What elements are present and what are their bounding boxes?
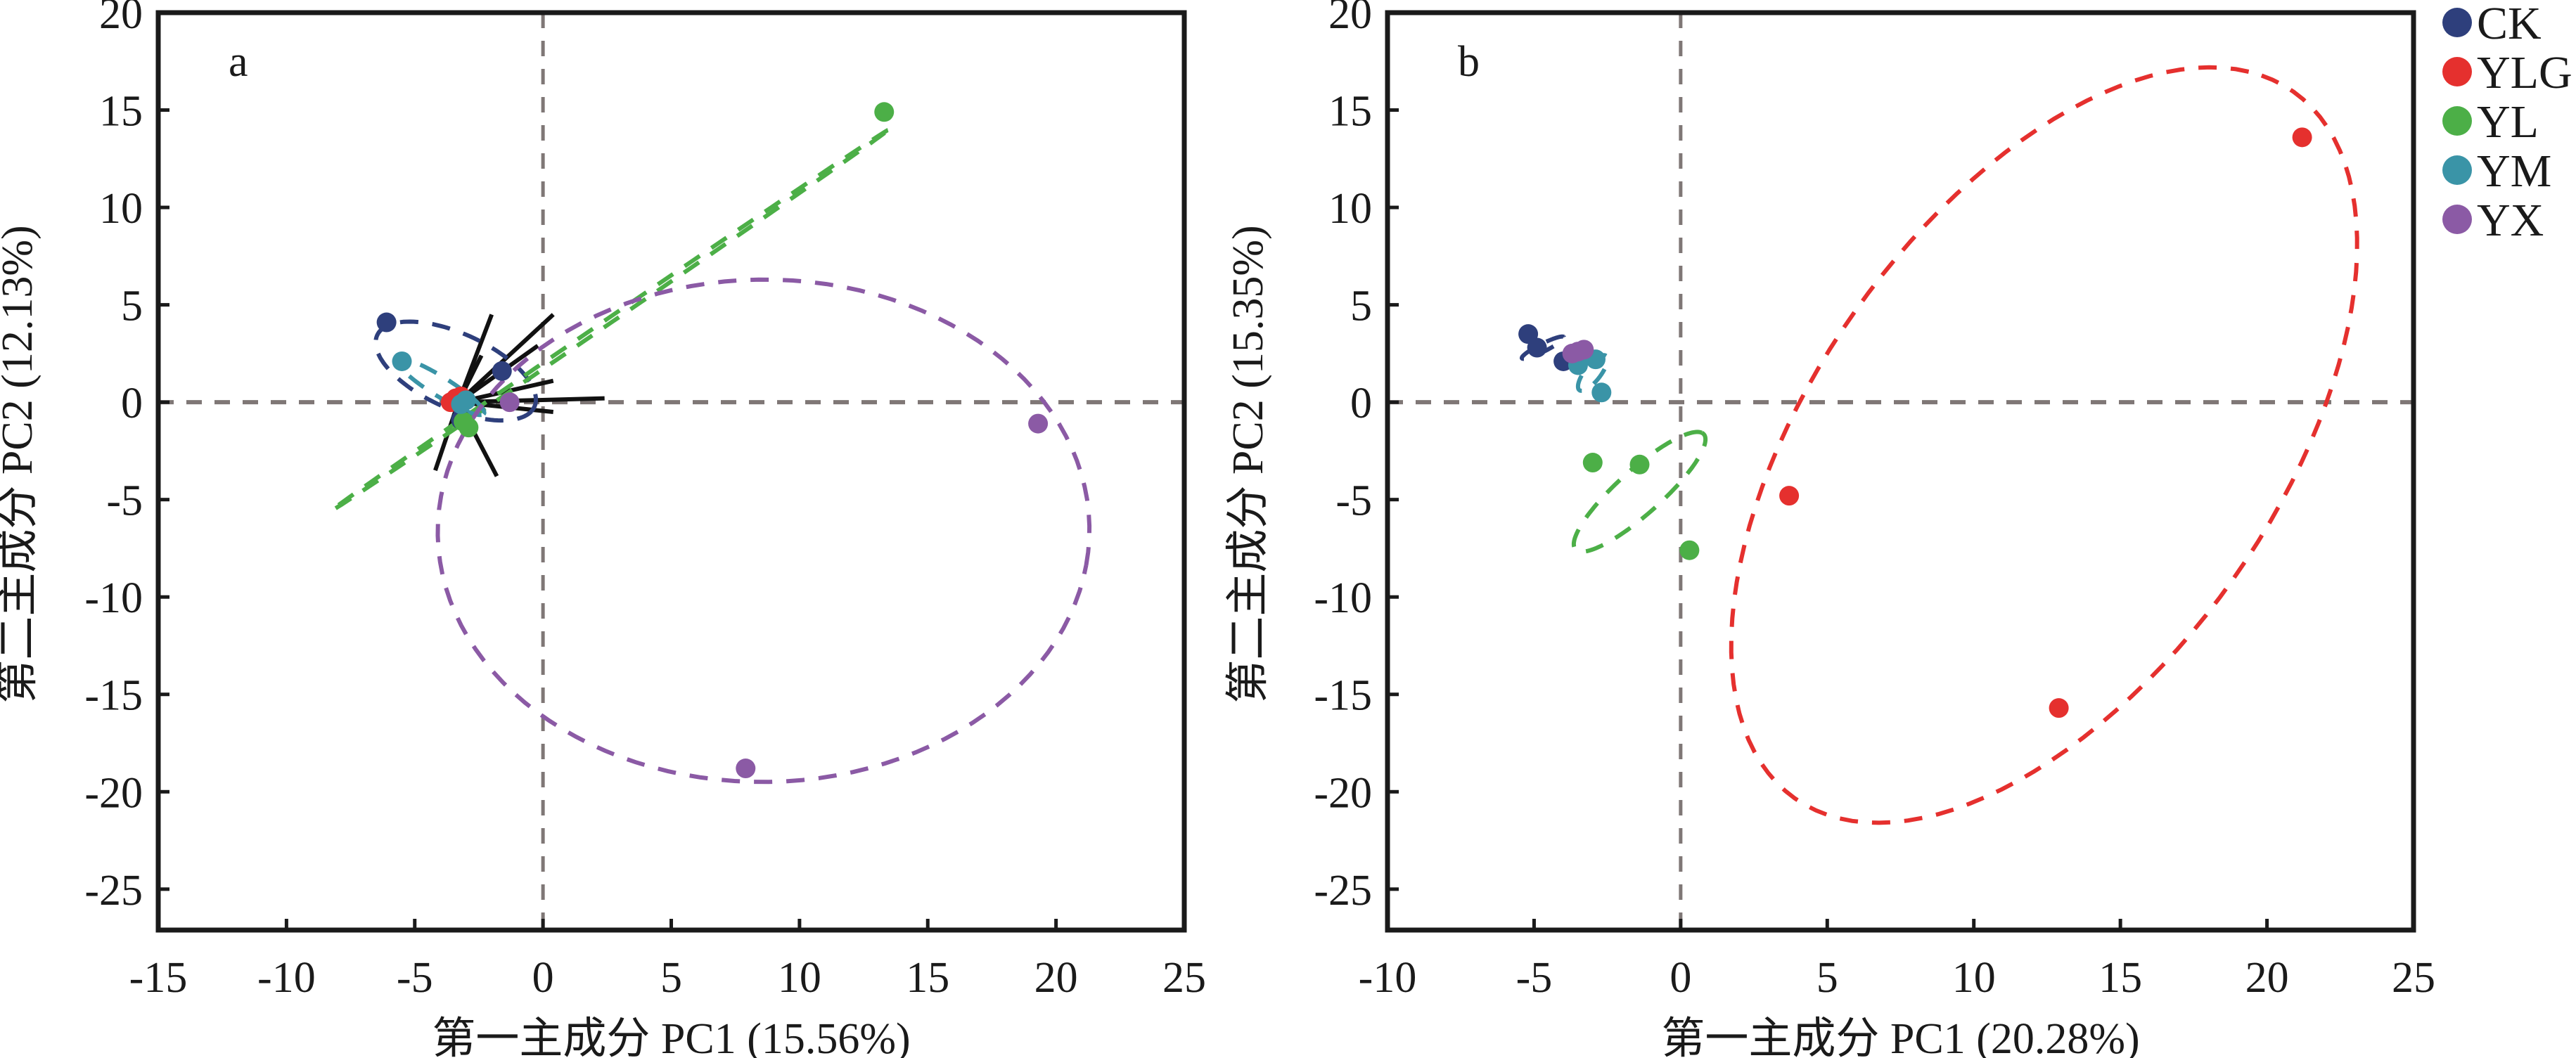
y-tick-label: 15 [1328,88,1372,136]
y-tick-label: 15 [99,88,143,136]
legend-label-ck: CK [2477,0,2542,49]
data-point-ck [376,312,397,333]
x-tick-label: 0 [1670,954,1691,1002]
x-tick-label: -5 [1516,954,1553,1002]
data-point-ck [1527,337,1547,358]
x-tick-label: 20 [1034,954,1078,1002]
data-point-yx [1568,342,1588,362]
y-tick-label: 10 [1328,185,1372,233]
confidence-ellipse-yl [1571,430,1708,554]
panel-label: a [229,38,248,86]
x-tick-label: 20 [2245,954,2289,1002]
panel-b: -10 -5 0 5 10 15 20 25 -25 -20 -15 -10 -5 0 5 10 15 20 第一主… [1224,0,2435,1058]
data-point-yl [874,102,895,122]
y-tick-label: 5 [1350,283,1372,330]
x-tick-label: -15 [129,954,188,1002]
y-tick-label: -10 [84,574,143,622]
x-tick-label: 15 [2098,954,2142,1002]
x-tick-label: -5 [397,954,433,1002]
y-tick-label: -5 [106,477,143,525]
confidence-ellipse-ck [1520,334,1567,361]
data-point-yl [1582,453,1603,473]
data-point-yl [454,411,474,432]
plot-frame [1385,10,2416,933]
confidence-ellipse-yl [325,128,890,515]
y-axis-title: 第二主成分 PC2 (15.35%) [1224,225,1272,703]
confidence-ellipse-yx [435,277,1092,785]
x-tick-label: -10 [257,954,316,1002]
x-tick-label: 10 [778,954,821,1002]
confidence-ellipse-ylg [1729,65,2359,825]
data-point-yx [1028,413,1049,434]
y-tick-label: 0 [121,380,143,427]
y-tick-label: -5 [1335,477,1372,525]
data-point-ym [1591,382,1612,403]
x-tick-label: 10 [1952,954,1996,1002]
y-tick-label: -25 [1314,867,1372,915]
loading-vector [458,396,605,405]
y-tick-label: 10 [99,185,143,233]
y-tick-label: -25 [84,867,143,915]
y-axis-title: 第二主成分 PC2 (12.13%) [0,225,41,703]
x-tick-label: 0 [532,954,554,1002]
x-axis-title: 第一主成分 PC1 (20.28%) [1661,1015,2139,1058]
legend-marker-yl [2442,106,2472,136]
data-point-ck [492,361,512,381]
y-tick-label: 20 [1328,0,1372,38]
legend-marker-ylg [2442,57,2472,86]
x-tick-label: 25 [2392,954,2435,1002]
plot-frame [155,10,1187,933]
panel-label: b [1458,38,1480,86]
legend-label-yx: YX [2477,195,2544,246]
data-point-ylg [1779,486,1800,506]
x-axis-title: 第一主成分 PC1 (15.56%) [432,1015,910,1058]
legend-marker-yx [2442,205,2472,234]
legend-marker-ym [2442,155,2472,185]
legend-marker-ck [2442,8,2472,37]
legend-label-yl: YL [2477,96,2539,148]
y-tick-label: 0 [1350,380,1372,427]
data-point-yl [1629,454,1650,475]
x-tick-label: 25 [1162,954,1206,1002]
legend-label-ylg: YLG [2477,47,2572,98]
data-point-yl [1679,540,1700,560]
data-point-ylg [2049,698,2069,718]
y-tick-label: -15 [1314,672,1372,720]
y-tick-label: 5 [121,283,143,330]
data-point-yx [499,392,520,413]
y-tick-label: -10 [1314,574,1372,622]
y-tick-label: -20 [1314,769,1372,817]
data-point-ym [456,390,476,411]
y-tick-label: -15 [84,672,143,720]
x-tick-label: -10 [1359,954,1417,1002]
panel-a: -15 -10 -5 0 5 10 15 20 25 -25 -20 -15 -10 -5 0 5 10 15 20… [0,0,1206,1058]
x-tick-label: 5 [1816,954,1838,1002]
y-tick-label: -20 [84,769,143,817]
data-point-ym [392,351,412,371]
data-point-ylg [2292,127,2312,148]
x-tick-label: 5 [660,954,682,1002]
data-point-yx [736,759,756,779]
legend-label-ym: YM [2477,146,2551,197]
y-tick-label: 20 [99,0,143,38]
x-tick-label: 15 [906,954,949,1002]
